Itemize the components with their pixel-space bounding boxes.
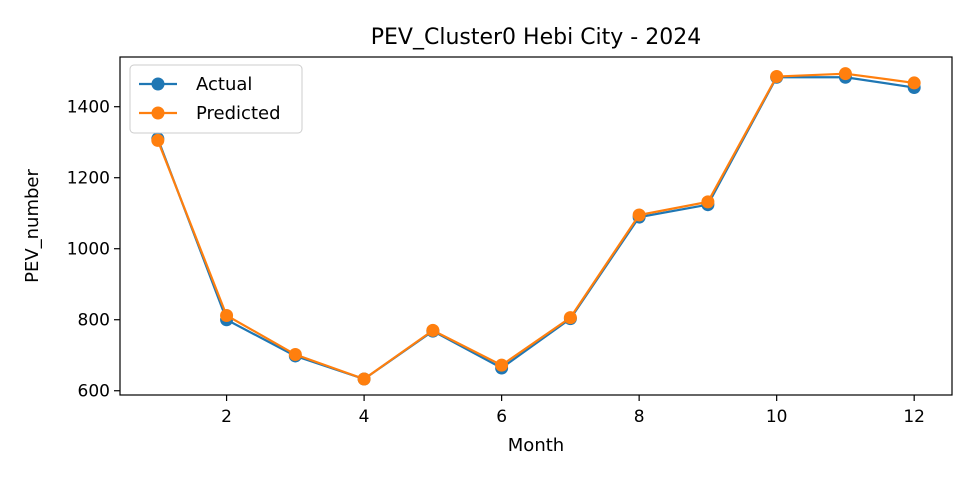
data-point-predicted xyxy=(838,67,852,81)
data-point-predicted xyxy=(770,70,784,84)
y-tick-label: 600 xyxy=(78,382,110,402)
legend-label-predicted: Predicted xyxy=(196,103,281,124)
y-tick-label: 800 xyxy=(78,311,110,331)
y-tick-label: 1400 xyxy=(67,98,110,118)
data-point-predicted xyxy=(357,372,371,386)
y-axis-label: PEV_number xyxy=(22,169,43,283)
y-tick-label: 1000 xyxy=(67,240,110,260)
x-tick-label: 6 xyxy=(496,407,507,427)
legend-marker xyxy=(151,106,165,120)
plot-frame xyxy=(119,56,953,396)
legend-marker xyxy=(151,77,165,91)
x-tick-label: 12 xyxy=(903,407,925,427)
x-tick-label: 10 xyxy=(766,407,788,427)
data-point-predicted xyxy=(495,358,509,372)
data-point-predicted xyxy=(151,133,165,147)
x-tick-label: 8 xyxy=(634,407,645,427)
x-axis-label: Month xyxy=(508,435,564,456)
y-tick-label: 1200 xyxy=(67,169,110,189)
legend-label-actual: Actual xyxy=(196,74,252,95)
x-tick-label: 4 xyxy=(359,407,370,427)
chart-title: PEV_Cluster0 Hebi City - 2024 xyxy=(371,25,701,50)
data-point-predicted xyxy=(907,76,921,90)
series-line-actual xyxy=(156,76,915,381)
data-point-predicted xyxy=(426,323,440,337)
series-line-predicted xyxy=(156,72,915,381)
data-point-predicted xyxy=(632,208,646,222)
legend: Actual Predicted xyxy=(129,64,303,134)
data-point-predicted xyxy=(288,348,302,362)
legend-box xyxy=(129,64,303,134)
data-point-predicted xyxy=(701,195,715,209)
x-tick-label: 2 xyxy=(221,407,232,427)
data-point-predicted xyxy=(563,311,577,325)
data-point-predicted xyxy=(220,308,234,322)
